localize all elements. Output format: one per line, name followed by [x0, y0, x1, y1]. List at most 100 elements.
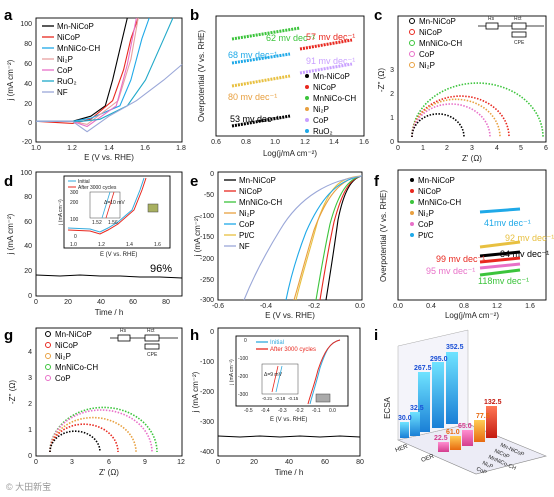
tafel-line-b-0: [231, 114, 291, 128]
tafel-line-b-3: [231, 52, 291, 65]
bar-label-i-9: 22.5: [434, 435, 448, 442]
legend-text-g-1: NiCoP: [55, 341, 78, 350]
tafel-annotations-f: 41mv dec⁻¹ 92 mv dec⁻¹ 84 mv dec⁻¹ 99 mv…: [426, 218, 554, 286]
y-tick-d-4: 80: [24, 194, 32, 201]
panel-f: f 0.0 0.4 0.8 1.2 1.6 Log(j/mA cm⁻²) Ove…: [374, 169, 554, 320]
bar-label-i-5: 65.0: [458, 423, 472, 430]
legend-dot-f-3: [410, 211, 414, 215]
inset-legend-h-1: After 3000 cycles: [270, 347, 316, 353]
panel-letter-b: b: [190, 7, 199, 24]
y-tick-e-2: -100: [200, 213, 214, 220]
x-tick-g-1: 3: [70, 459, 74, 466]
x-tick-d-1: 20: [64, 299, 72, 306]
panel-b: b 0.6 0.8 1.0 1.2 1.4 1.6 Log(j/mA cm⁻²)…: [190, 7, 369, 158]
legend-dot-f-2: [410, 200, 414, 204]
inset-ylabel-h: j (mA cm⁻²): [229, 359, 235, 386]
legend-text-e-5: Pt/C: [239, 231, 255, 240]
inset-ylabel-d: j (mA cm⁻²): [58, 199, 64, 226]
legend-dot-b-0: [305, 74, 309, 78]
x-tick-b-5: 1.6: [359, 139, 369, 146]
circuit-label-g-rct: Rct: [147, 328, 155, 334]
x-tick-b-3: 1.2: [300, 139, 310, 146]
plot-frame-c: [397, 15, 547, 143]
legend-text-a-5: RuO₂: [57, 77, 77, 86]
tafel-lines-b: [231, 26, 353, 128]
legend-dot-c-2: [409, 40, 415, 46]
y-tick-a-6: 100: [20, 21, 32, 28]
x-tick-h-1: 20: [250, 459, 258, 466]
y-tick-g-3: 3: [28, 375, 32, 382]
x-tick-f-3: 1.2: [492, 303, 502, 310]
y-label-g: -Z'' (Ω): [8, 380, 17, 404]
panel-letter-a: a: [4, 7, 13, 24]
inset-xtick-d-3: 1.6: [154, 242, 161, 248]
x-label-f: Log(j/mA cm⁻²): [445, 311, 499, 320]
inset-ytick-h-0: 0: [244, 338, 247, 344]
x-label-e: E (V vs. RHE): [265, 311, 315, 320]
x-tick-b-1: 0.8: [241, 139, 251, 146]
legend-dot-f-4: [410, 222, 414, 226]
legend-dot-g-1: [45, 342, 51, 348]
tafel-line-f-1: [479, 240, 521, 249]
x-tick-d-4: 80: [162, 299, 170, 306]
x-tick-d-3: 60: [129, 299, 137, 306]
x-tick-e-2: -0.2: [308, 303, 320, 310]
plot-frame-f: [397, 169, 547, 301]
bar-label-i-7: 32.5: [410, 405, 424, 412]
inset-ytick-d-2: 200: [70, 200, 79, 206]
panel-letter-h: h: [190, 327, 199, 344]
y-label-a: j (mA cm⁻²): [6, 59, 15, 101]
inset-ann-h: Δ=9 mV: [264, 372, 283, 378]
inset-ytick-h-3: -300: [238, 392, 248, 398]
legend-text-g-2: Ni₂P: [55, 352, 71, 361]
x-tick-c-4: 4: [495, 145, 499, 152]
bar-i-her-nicop: [432, 362, 444, 428]
panel-g: g 0 1 2 3 4 0 3 6 9 12 Z' (Ω) -Z'' (Ω): [4, 327, 185, 477]
circuit-g: Rs Rct CPE: [110, 328, 178, 358]
x-label-b: Log(j/mA cm⁻²): [263, 149, 317, 158]
legend-text-b-4: CoP: [313, 116, 329, 125]
row-label-i-oer: OER: [421, 454, 436, 464]
tafel-line-f-0: [479, 207, 521, 214]
x-ticks-d: 0 20 40 60 80: [34, 299, 170, 306]
watermark-text: © 大田新宝: [6, 481, 51, 492]
y-ticks-d: 0 20 40 60 80 100: [20, 170, 32, 300]
legend-text-c-3: CoP: [419, 50, 435, 59]
legend-text-a-3: Ni₂P: [57, 55, 73, 64]
legend-text-a-1: NiCoP: [57, 33, 80, 42]
inset-zoom-tick-d-1: 1.56: [108, 220, 118, 226]
tafel-ann-f-3: 99 mv dec⁻¹: [436, 254, 485, 264]
lsv-curve-a-6: [36, 64, 183, 133]
panel-letter-i: i: [374, 327, 378, 344]
x-ticks-c: 0 1 2 3 4 5 6: [396, 145, 548, 152]
bar-i-oer-mnnicop: [486, 406, 497, 438]
circuit-label-g-rs: Rs: [120, 328, 127, 334]
bar-i-oer-nicop: [474, 420, 485, 442]
x-tick-g-3: 9: [143, 459, 147, 466]
y-tick-a-2: 20: [24, 101, 32, 108]
inset-h: Δ=9 mV -0.21 -0.18 -0.15 Initial After 3…: [229, 335, 349, 423]
inset-after-h: [307, 339, 341, 405]
legend-text-a-2: MnNiCo-CH: [57, 44, 100, 53]
x-label-g: Z' (Ω): [99, 468, 119, 477]
x-tick-b-0: 0.6: [211, 139, 221, 146]
x-tick-f-1: 0.4: [426, 303, 436, 310]
inset-xtick-h-5: 0.0: [329, 408, 336, 414]
tafel-line-b-1: [299, 38, 353, 51]
inset-zoom-tick-h-1: -0.18: [275, 396, 286, 401]
y-tick-c-0: 0: [390, 139, 394, 146]
legend-text-f-0: Mn-NiCoP: [418, 176, 455, 185]
y-tick-a-5: 80: [24, 41, 32, 48]
legend-text-f-1: NiCoP: [418, 187, 441, 196]
row-label-i-her: HER: [395, 444, 410, 454]
legend-text-b-2: MnNiCo-CH: [313, 94, 356, 103]
plot-frame-e: [217, 171, 363, 301]
x-label-c: Z' (Ω): [462, 154, 482, 163]
x-tick-f-2: 0.8: [459, 303, 469, 310]
tafel-line-f-2: [479, 250, 521, 258]
panel-letter-f: f: [374, 173, 380, 190]
y-tick-e-1: -50: [204, 192, 214, 199]
inset-legend-h-0: Initial: [270, 340, 284, 346]
circuit-label-c-rs: Rs: [488, 16, 495, 22]
